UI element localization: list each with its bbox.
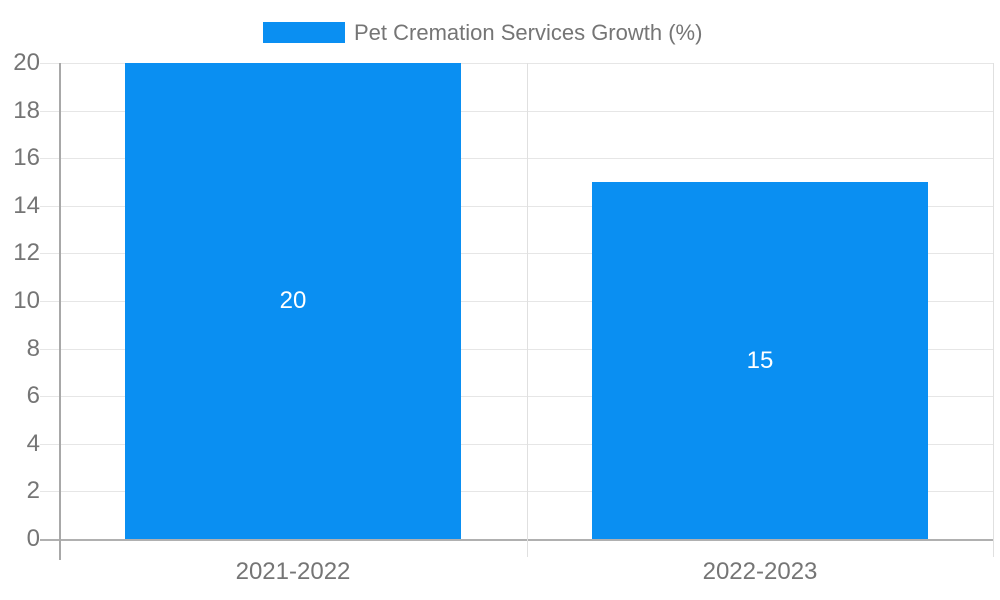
x-tick-label: 2022-2023 [702, 558, 818, 585]
gridline [60, 491, 993, 492]
y-tick-label: 14 [13, 192, 40, 219]
y-tick-mark [40, 206, 60, 207]
y-tick-mark [40, 63, 60, 64]
y-tick-label: 20 [13, 49, 40, 76]
gridline [60, 301, 993, 302]
bar-2022-2023[interactable] [592, 182, 928, 539]
gridline [60, 206, 993, 207]
y-tick-label: 4 [26, 430, 40, 457]
bar-value-label: 20 [279, 287, 307, 314]
y-tick-label: 16 [13, 144, 40, 171]
y-tick-label: 0 [26, 525, 40, 552]
y-tick-label: 10 [13, 287, 40, 314]
y-tick-mark [40, 111, 60, 112]
gridline [60, 111, 993, 112]
y-tick-mark [40, 491, 60, 492]
legend-series-label: Pet Cremation Services Growth (%) [354, 20, 703, 45]
gridline [60, 158, 993, 159]
y-tick-label: 8 [26, 335, 40, 362]
y-tick-mark [40, 301, 60, 302]
baseline [60, 539, 993, 541]
x-tick-label: 2021-2022 [235, 558, 351, 585]
chart-legend: Pet Cremation Services Growth (%) [0, 0, 1000, 50]
y-tick-label: 2 [26, 477, 40, 504]
y-tick-label: 12 [13, 239, 40, 266]
y-tick-mark [40, 444, 60, 445]
y-tick-label: 6 [26, 382, 40, 409]
gridline [60, 253, 993, 254]
y-tick-mark [40, 158, 60, 159]
y-tick-mark [40, 396, 60, 397]
gridline [60, 396, 993, 397]
y-tick-mark [40, 349, 60, 350]
bar-2021-2022[interactable] [125, 63, 461, 539]
category-divider [527, 63, 528, 557]
gridline [60, 349, 993, 350]
gridline [60, 444, 993, 445]
y-axis-line [59, 63, 61, 560]
y-tick-label: 18 [13, 97, 40, 124]
plot-right-edge [993, 63, 994, 557]
legend-swatch [263, 22, 345, 43]
y-tick-mark [40, 253, 60, 254]
gridline [60, 63, 993, 64]
y-tick-mark [40, 539, 60, 541]
bar-value-label: 15 [746, 347, 774, 374]
